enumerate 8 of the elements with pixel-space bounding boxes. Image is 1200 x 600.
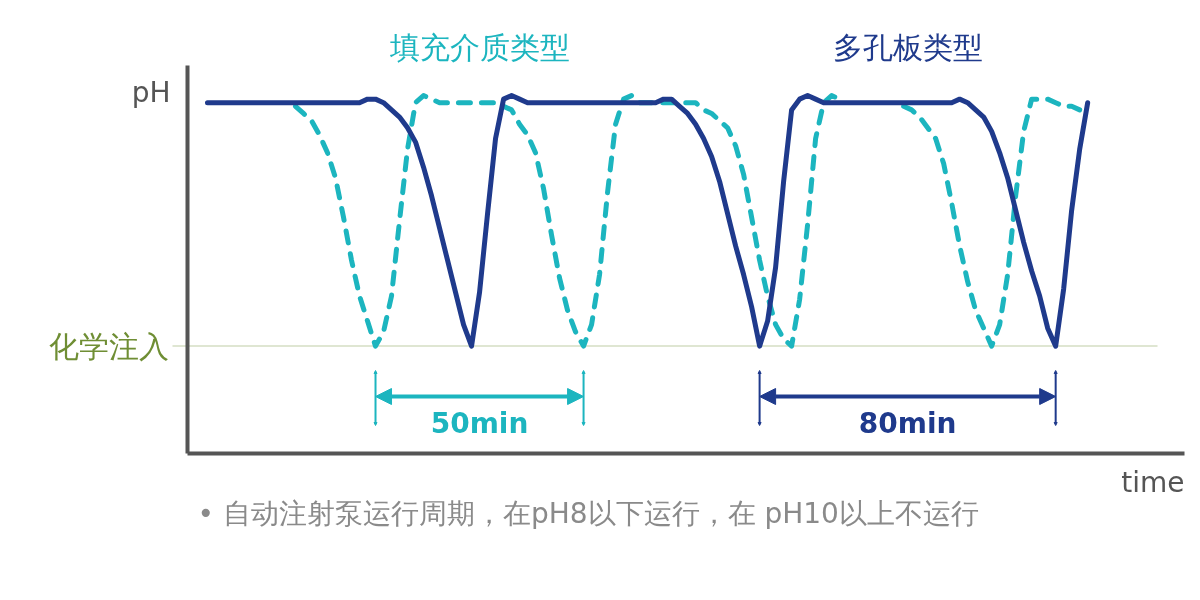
ref-line-label: 化学注入 (48, 328, 169, 364)
x-axis-title: time (1121, 466, 1185, 499)
annotation: 80min (858, 407, 957, 440)
annotation: 50min (430, 407, 529, 440)
text: • 自动注射泵运行周期，在pH8以下运行，在 pH10以上不运行 (197, 497, 979, 530)
y-axis-title: pH (131, 76, 171, 109)
series-label: 填充介质类型 (388, 30, 570, 65)
series-label: 多孔板类型 (832, 30, 983, 65)
